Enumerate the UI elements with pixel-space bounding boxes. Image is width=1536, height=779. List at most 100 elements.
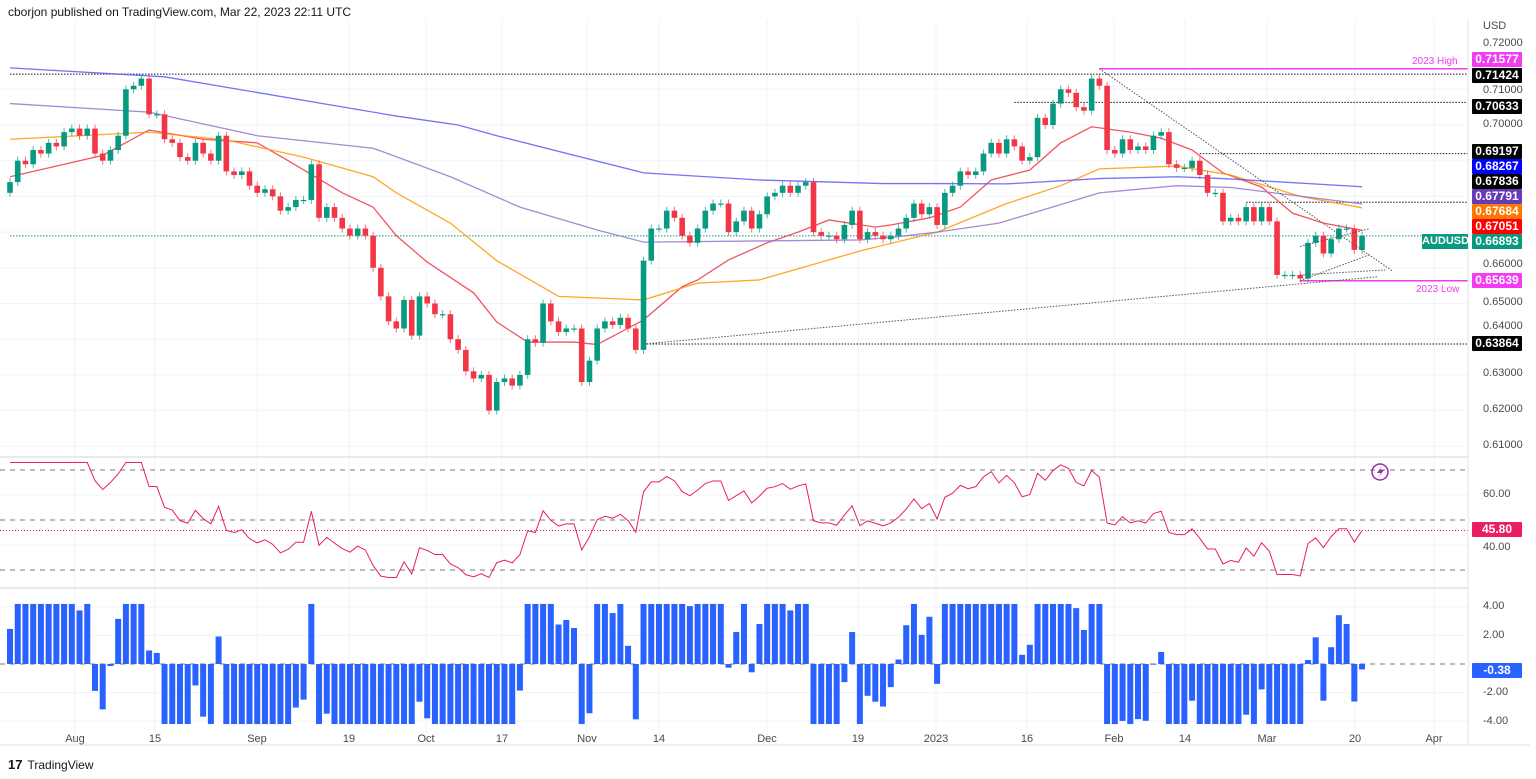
- histogram-bar: [1196, 664, 1203, 725]
- histogram-bar: [540, 603, 547, 664]
- candle: [1343, 228, 1350, 230]
- histogram-bar: [254, 664, 261, 725]
- histogram-bar: [408, 664, 415, 725]
- time-axis-label: 14: [1178, 733, 1192, 745]
- candle: [918, 203, 925, 215]
- price-tag: 0.67836: [1472, 174, 1522, 189]
- candle: [1096, 78, 1103, 86]
- histogram-bar: [1034, 603, 1041, 664]
- histogram-bar: [988, 603, 995, 664]
- histogram-bar: [872, 664, 879, 702]
- candle: [1166, 132, 1172, 165]
- histogram-value-tag: -0.38: [1472, 663, 1522, 678]
- histogram-bar: [856, 664, 863, 725]
- candle: [76, 128, 83, 136]
- candle: [1081, 107, 1087, 111]
- lightning-icon[interactable]: [1371, 463, 1389, 481]
- candle: [1073, 92, 1079, 108]
- candle: [1119, 139, 1126, 154]
- histogram-bar: [1050, 603, 1057, 664]
- time-axis-label: 19: [342, 733, 356, 745]
- histogram-bar: [1250, 664, 1257, 725]
- candle: [1351, 228, 1358, 250]
- histogram-bar: [416, 664, 423, 702]
- histogram-bar: [1243, 664, 1250, 715]
- histogram-bar: [965, 603, 972, 664]
- histogram-bar: [401, 664, 408, 725]
- histogram-bar: [980, 603, 987, 664]
- histogram-bar: [679, 603, 686, 664]
- price-tag: 0.68267: [1472, 159, 1522, 174]
- histogram-bar: [570, 628, 577, 664]
- candle: [416, 296, 423, 336]
- candle: [1312, 235, 1319, 243]
- candle: [1189, 160, 1195, 168]
- histogram-bar: [663, 603, 670, 664]
- candle: [671, 210, 678, 218]
- candle: [1243, 207, 1249, 222]
- histogram-bar: [269, 664, 276, 725]
- candle: [393, 321, 400, 329]
- histogram-bar: [323, 664, 330, 714]
- histogram-bar: [625, 645, 632, 664]
- histogram-bar: [686, 606, 693, 664]
- candle: [99, 153, 106, 161]
- currency-label: USD: [1483, 20, 1507, 32]
- candle: [548, 303, 554, 322]
- histogram-bar: [864, 664, 871, 696]
- histogram-bar: [76, 610, 83, 664]
- histogram-bar: [22, 603, 29, 664]
- histogram-bar: [1227, 664, 1234, 725]
- candle: [293, 199, 299, 208]
- candle: [1019, 146, 1025, 161]
- histogram-bar: [949, 603, 956, 664]
- candle: [648, 228, 655, 261]
- price-tag: 0.70633: [1472, 99, 1522, 114]
- candle: [408, 299, 415, 336]
- tradingview-logo[interactable]: 17 TradingView: [8, 757, 94, 772]
- time-axis-label: Apr: [1425, 733, 1443, 745]
- histogram-bar: [91, 664, 98, 691]
- trendlines: [643, 68, 1394, 345]
- histogram-bar: [764, 603, 771, 664]
- histogram-bar: [1359, 664, 1366, 670]
- candle: [38, 149, 44, 154]
- histogram-bar: [725, 664, 732, 668]
- price-tick-label: 0.71000: [1483, 84, 1523, 96]
- candle: [184, 157, 191, 161]
- candle: [911, 203, 917, 218]
- histogram-bar: [431, 664, 438, 725]
- histogram-bar: [578, 664, 585, 725]
- histogram-bar: [1150, 663, 1157, 665]
- candle: [1289, 274, 1296, 277]
- price-tag: 0.67051: [1472, 219, 1522, 234]
- histogram-bar: [1173, 664, 1180, 725]
- candle: [316, 164, 322, 218]
- histogram-bar: [1204, 664, 1211, 725]
- candle: [161, 114, 168, 140]
- price-tick-label: 0.64000: [1483, 320, 1523, 332]
- histogram-bar: [7, 628, 13, 664]
- candle: [22, 160, 29, 165]
- rsi-tick-label: 40.00: [1483, 541, 1511, 553]
- candle: [370, 235, 376, 268]
- histogram-bar: [370, 664, 377, 725]
- candle: [1104, 85, 1110, 150]
- histogram-bar: [1119, 664, 1126, 721]
- candle: [934, 207, 940, 225]
- candle: [633, 328, 639, 350]
- histogram-bar: [972, 603, 979, 664]
- histogram-bar: [346, 664, 353, 725]
- candle: [1088, 78, 1095, 111]
- time-axis-label: 20: [1348, 733, 1362, 745]
- time-axis-label: Feb: [1104, 733, 1124, 745]
- candle: [1297, 274, 1304, 279]
- histogram-bar: [1266, 664, 1273, 725]
- candle: [1158, 132, 1164, 136]
- histogram-bar: [1026, 644, 1033, 664]
- histogram-bar: [316, 664, 323, 725]
- candle: [594, 328, 600, 361]
- histogram-bar: [447, 664, 454, 725]
- histogram-bar: [385, 664, 392, 725]
